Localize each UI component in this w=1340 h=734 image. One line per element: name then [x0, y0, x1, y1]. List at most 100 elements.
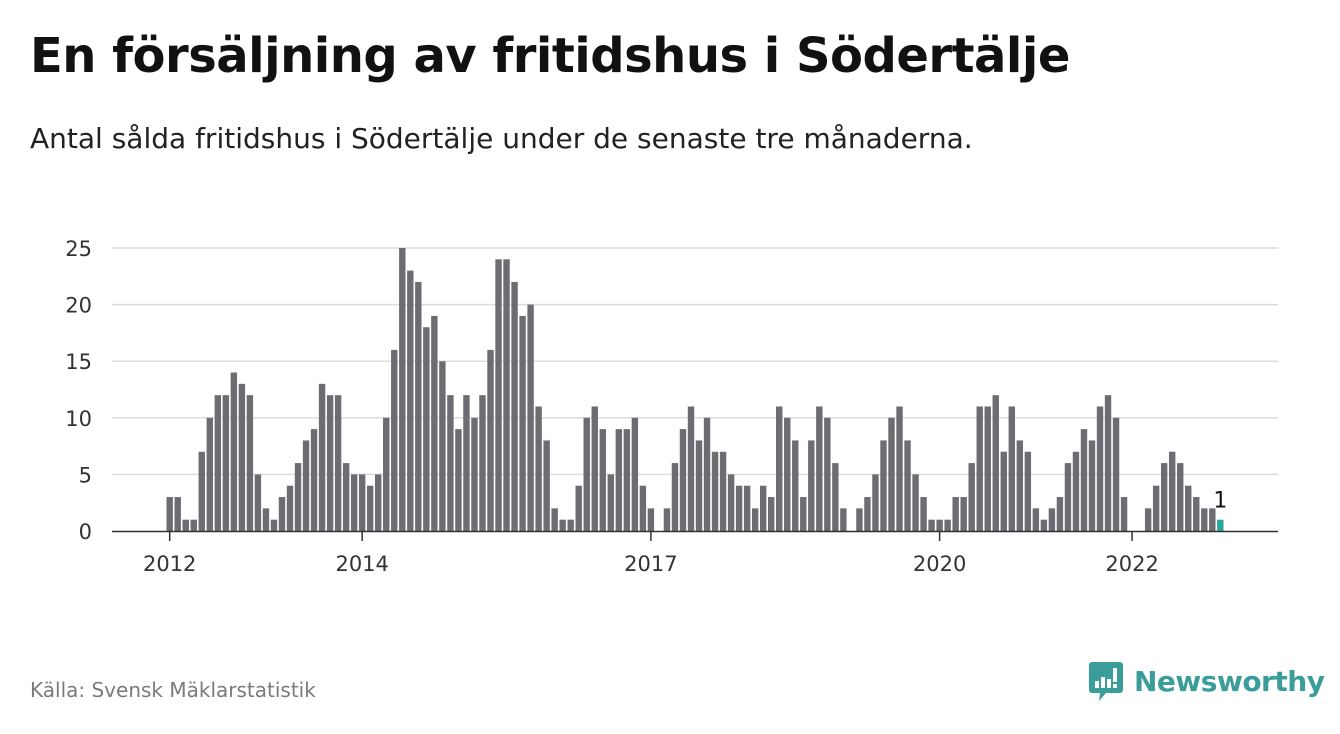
bar: [671, 463, 679, 531]
bar: [214, 395, 222, 531]
y-tick-label: 5: [79, 463, 92, 487]
bar: [495, 259, 502, 531]
bar: [182, 519, 189, 531]
bar: [1064, 463, 1072, 531]
y-tick-label: 10: [65, 407, 92, 431]
bar: [439, 361, 446, 531]
bar: [1056, 497, 1064, 531]
bar: [567, 519, 574, 531]
bar: [334, 395, 342, 531]
bar: [1144, 508, 1152, 531]
bar: [1177, 463, 1184, 531]
bar: [1096, 406, 1104, 531]
bar: [711, 451, 719, 531]
bar: [679, 429, 687, 531]
bar: [759, 485, 767, 531]
bar: [751, 508, 759, 531]
bar: [1160, 463, 1168, 531]
bar: [391, 349, 398, 531]
bar: [535, 406, 542, 531]
bar: [872, 474, 879, 531]
bar: [639, 485, 647, 531]
bar: [262, 508, 270, 531]
bar: [174, 497, 181, 531]
bar: [407, 270, 414, 531]
bar: [1217, 519, 1224, 531]
bar: [1169, 451, 1176, 531]
bar: [423, 327, 430, 531]
bar: [1112, 417, 1120, 531]
bar: [663, 508, 671, 531]
bar: [888, 417, 895, 531]
bar: [519, 315, 526, 531]
y-axis-labels: 0 5 10 15 20 25: [65, 237, 92, 544]
bar: [583, 417, 590, 531]
bar: [607, 474, 614, 531]
bar: [479, 395, 486, 531]
bar: [631, 417, 639, 531]
newsworthy-logo-icon: [1089, 662, 1123, 701]
bar: [415, 281, 422, 531]
bar: [880, 440, 887, 531]
bar: [1032, 508, 1040, 531]
bar: [623, 429, 631, 531]
bar: [984, 406, 991, 531]
bar: [591, 406, 598, 531]
bar: [294, 463, 302, 531]
bar: [198, 451, 205, 531]
bar: [503, 259, 510, 531]
bar: [800, 497, 807, 531]
chart-annotation: 1: [1213, 489, 1227, 514]
bar: [286, 485, 294, 531]
bar: [952, 497, 959, 531]
bar: [928, 519, 935, 531]
bar: [936, 519, 943, 531]
bar: [463, 395, 470, 531]
bar: [246, 395, 254, 531]
bar: [1024, 451, 1032, 531]
x-tick-label: 2014: [335, 552, 388, 576]
bar: [399, 248, 406, 531]
bar: [575, 485, 582, 531]
bar: [735, 485, 743, 531]
annotation-label: 1: [1213, 489, 1227, 514]
bar: [1040, 519, 1048, 531]
bar: [527, 304, 534, 531]
bar: [278, 497, 286, 531]
x-tick-label: 2012: [143, 552, 196, 576]
bar: [703, 417, 711, 531]
bar: [310, 429, 318, 531]
bar: [326, 395, 334, 531]
bar: [455, 429, 462, 531]
bar: [727, 474, 735, 531]
bar: [840, 508, 847, 531]
bar: [1072, 451, 1080, 531]
bar: [824, 417, 831, 531]
bar: [342, 463, 350, 531]
bar: [968, 463, 975, 531]
bar: [792, 440, 799, 531]
bar: [1008, 406, 1015, 531]
bar: [768, 497, 775, 531]
bar: [1104, 395, 1112, 531]
bar: [904, 440, 911, 531]
source-text: Källa: Svensk Mäklarstatistik: [30, 678, 316, 702]
bar: [230, 372, 238, 531]
y-tick-label: 20: [65, 294, 92, 318]
bar: [511, 281, 518, 531]
y-tick-label: 15: [65, 350, 92, 374]
brand-logo: Newsworthy: [1088, 660, 1325, 702]
bar: [270, 519, 278, 531]
bar: [719, 451, 727, 531]
bar: [358, 474, 366, 531]
bar: [856, 508, 863, 531]
bar: [367, 485, 374, 531]
page-subtitle: Antal sålda fritidshus i Södertälje unde…: [30, 122, 973, 155]
bar: [784, 417, 791, 531]
x-tick-label: 2022: [1105, 552, 1158, 576]
bar: [1201, 508, 1208, 531]
bar: [166, 497, 173, 531]
bar: [447, 395, 454, 531]
bar: [1016, 440, 1024, 531]
x-axis-ticks: 2012 2014 2017 2020 2022: [143, 531, 1159, 576]
